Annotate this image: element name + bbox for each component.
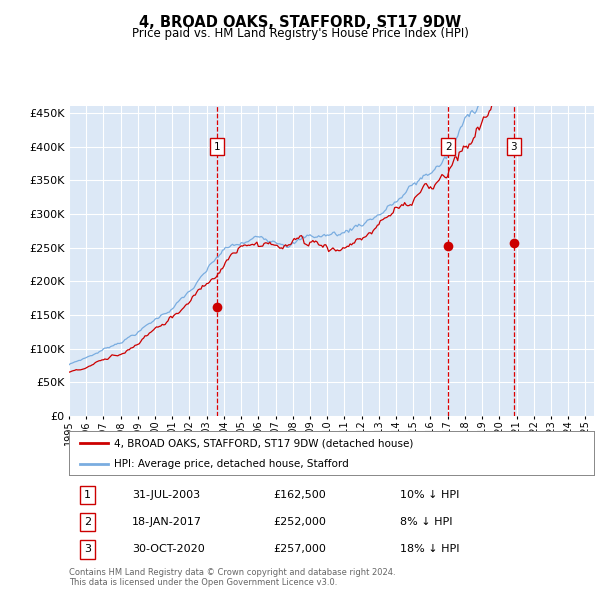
Text: 18% ↓ HPI: 18% ↓ HPI <box>400 545 459 555</box>
Text: £162,500: £162,500 <box>274 490 326 500</box>
Text: 2: 2 <box>84 517 91 527</box>
Text: £257,000: £257,000 <box>274 545 326 555</box>
Text: 18-JAN-2017: 18-JAN-2017 <box>132 517 202 527</box>
Text: 4, BROAD OAKS, STAFFORD, ST17 9DW: 4, BROAD OAKS, STAFFORD, ST17 9DW <box>139 15 461 30</box>
Text: 2: 2 <box>445 142 452 152</box>
Text: HPI: Average price, detached house, Stafford: HPI: Average price, detached house, Staf… <box>113 459 349 469</box>
Text: 1: 1 <box>84 490 91 500</box>
Text: 8% ↓ HPI: 8% ↓ HPI <box>400 517 452 527</box>
Text: Price paid vs. HM Land Registry's House Price Index (HPI): Price paid vs. HM Land Registry's House … <box>131 27 469 40</box>
Text: 3: 3 <box>84 545 91 555</box>
Text: Contains HM Land Registry data © Crown copyright and database right 2024.
This d: Contains HM Land Registry data © Crown c… <box>69 568 395 587</box>
Text: 10% ↓ HPI: 10% ↓ HPI <box>400 490 459 500</box>
Text: 4, BROAD OAKS, STAFFORD, ST17 9DW (detached house): 4, BROAD OAKS, STAFFORD, ST17 9DW (detac… <box>113 438 413 448</box>
Text: 1: 1 <box>214 142 220 152</box>
Text: 31-JUL-2003: 31-JUL-2003 <box>132 490 200 500</box>
Text: £252,000: £252,000 <box>274 517 326 527</box>
Text: 30-OCT-2020: 30-OCT-2020 <box>132 545 205 555</box>
Text: 3: 3 <box>511 142 517 152</box>
